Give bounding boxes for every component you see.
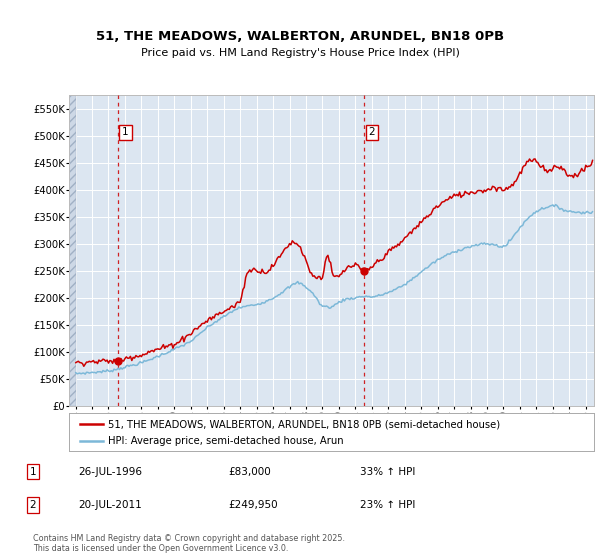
Text: £83,000: £83,000	[228, 466, 271, 477]
Text: £249,950: £249,950	[228, 500, 278, 510]
Text: 1: 1	[29, 466, 37, 477]
Text: Contains HM Land Registry data © Crown copyright and database right 2025.
This d: Contains HM Land Registry data © Crown c…	[33, 534, 345, 553]
Text: 26-JUL-1996: 26-JUL-1996	[78, 466, 142, 477]
Text: 2: 2	[368, 128, 375, 138]
Text: 51, THE MEADOWS, WALBERTON, ARUNDEL, BN18 0PB: 51, THE MEADOWS, WALBERTON, ARUNDEL, BN1…	[96, 30, 504, 43]
Text: 51, THE MEADOWS, WALBERTON, ARUNDEL, BN18 0PB (semi-detached house): 51, THE MEADOWS, WALBERTON, ARUNDEL, BN1…	[109, 419, 500, 429]
Text: HPI: Average price, semi-detached house, Arun: HPI: Average price, semi-detached house,…	[109, 436, 344, 446]
Polygon shape	[67, 95, 76, 406]
Text: Price paid vs. HM Land Registry's House Price Index (HPI): Price paid vs. HM Land Registry's House …	[140, 48, 460, 58]
Text: 23% ↑ HPI: 23% ↑ HPI	[360, 500, 415, 510]
Text: 1: 1	[122, 128, 128, 138]
Text: 2: 2	[29, 500, 37, 510]
Text: 20-JUL-2011: 20-JUL-2011	[78, 500, 142, 510]
Text: 33% ↑ HPI: 33% ↑ HPI	[360, 466, 415, 477]
